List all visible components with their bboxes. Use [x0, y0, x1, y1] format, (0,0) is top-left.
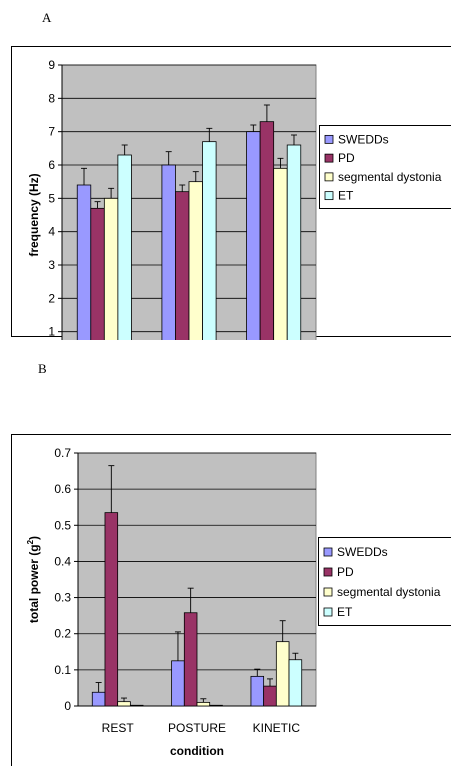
- y-tick-label: 0.6: [54, 482, 71, 496]
- y-tick-label: 0.1: [54, 663, 71, 677]
- legend-swatch: [324, 172, 334, 182]
- legend-label: SWEDDs: [337, 545, 388, 559]
- legend-swatch: [323, 547, 333, 557]
- panel-letter-a: A: [42, 10, 52, 25]
- bar-swedds-posture: [171, 660, 185, 707]
- bar-et-posture: [209, 704, 223, 707]
- legend-label: segmental dystonia: [338, 170, 442, 184]
- y-tick-label: 9: [48, 58, 55, 72]
- y-axis-title-superscript: 2: [26, 539, 35, 544]
- y-tick-label: 1: [48, 325, 55, 339]
- legend-swatch: [323, 567, 333, 577]
- legend-box: [319, 125, 451, 209]
- legend-swatch: [324, 153, 334, 163]
- panel-letter-b: B: [38, 361, 47, 376]
- legend-box: [318, 537, 451, 626]
- chart-frequency: 0123456789RESTPOSTUREKINETICconditionfre…: [11, 46, 451, 340]
- y-tick-label: 0: [64, 699, 71, 713]
- x-axis-title: condition: [170, 744, 224, 758]
- y-tick-label: 8: [48, 91, 55, 105]
- y-axis-title: frequency (Hz): [27, 173, 41, 256]
- legend-swatch: [323, 587, 333, 597]
- legend-label: ET: [338, 189, 354, 203]
- y-tick-label: 6: [48, 158, 55, 172]
- legend-label: segmental dystonia: [337, 585, 441, 599]
- y-tick-label: 0.2: [54, 627, 71, 641]
- y-tick-label: 4: [48, 225, 55, 239]
- bar-et-rest: [129, 704, 144, 707]
- bar-pd-kinetic: [263, 685, 277, 707]
- y-tick-label: 0.7: [54, 446, 71, 460]
- legend-swatch: [324, 191, 334, 201]
- legend-swatch: [324, 134, 334, 144]
- legend-label: PD: [337, 565, 354, 579]
- legend-label: PD: [338, 151, 355, 165]
- bar-pd-rest: [104, 512, 119, 707]
- legend-label: SWEDDs: [338, 132, 389, 146]
- y-tick-label: 7: [48, 125, 55, 139]
- x-category-label: REST: [102, 721, 135, 735]
- y-axis-title-text: total power (g: [27, 544, 41, 623]
- y-axis-title-end: ): [27, 536, 41, 540]
- bar-segmental-dystonia-rest: [117, 701, 131, 707]
- y-tick-label: 0.3: [54, 591, 71, 605]
- bar-segmental-dystonia-kinetic: [275, 641, 290, 707]
- y-tick-label: 3: [48, 258, 55, 272]
- y-axis-title-text: frequency (Hz): [27, 173, 41, 256]
- y-tick-label: 5: [48, 191, 55, 205]
- x-category-label: POSTURE: [168, 721, 226, 735]
- y-tick-label: 0.4: [54, 554, 71, 568]
- bar-swedds-kinetic: [250, 675, 265, 707]
- legend-swatch: [323, 607, 333, 617]
- x-category-label: KINETIC: [253, 721, 301, 735]
- y-tick-label: 2: [48, 291, 55, 305]
- bar-pd-posture: [183, 612, 198, 707]
- bar-swedds-rest: [91, 691, 106, 707]
- y-axis-title: total power (g2): [26, 536, 41, 623]
- legend-label: ET: [337, 605, 353, 619]
- bar-et-kinetic: [288, 659, 303, 707]
- y-tick-label: 0.5: [54, 518, 71, 532]
- bar-segmental-dystonia-posture: [196, 701, 211, 707]
